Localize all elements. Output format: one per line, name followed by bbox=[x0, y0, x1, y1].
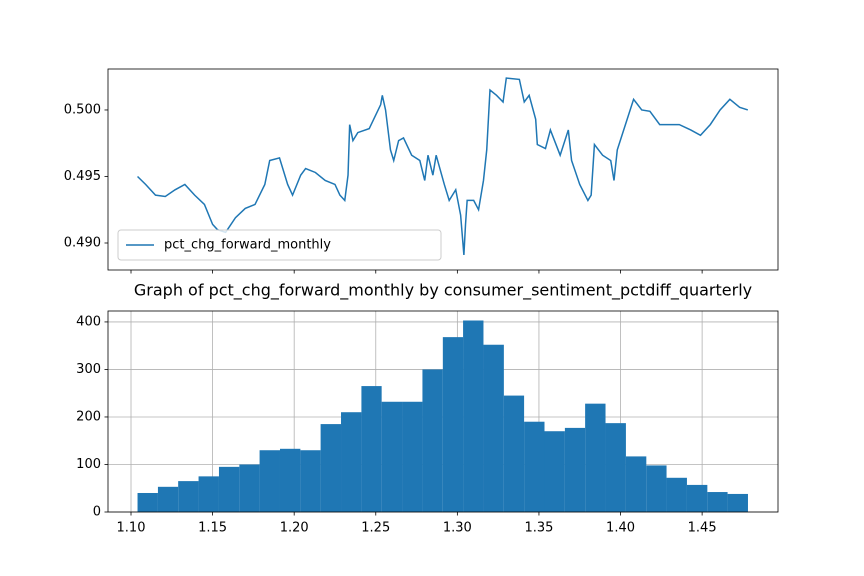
x-tick-label: 1.20 bbox=[280, 521, 309, 536]
bar bbox=[686, 484, 708, 512]
y-tick-label: 0.495 bbox=[64, 169, 101, 184]
x-tick-label: 1.10 bbox=[117, 521, 146, 536]
bar bbox=[463, 320, 484, 512]
y-tick-label: 200 bbox=[76, 409, 101, 424]
axes: 1.10 1.15 1.20 1.25 1.30 1.35 1.40 1.45 0 100 200 3… bbox=[76, 281, 779, 536]
bar bbox=[605, 423, 626, 512]
y-tick-label: 0 bbox=[93, 505, 101, 520]
chart-title: Graph of pct_chg_forward_monthly by cons… bbox=[134, 281, 752, 301]
bar bbox=[137, 492, 158, 512]
bar bbox=[361, 386, 382, 512]
bar bbox=[585, 403, 606, 512]
bar bbox=[259, 450, 280, 512]
bar bbox=[666, 477, 687, 512]
axes-frame bbox=[107, 310, 779, 513]
bar bbox=[381, 401, 403, 512]
bar bbox=[279, 448, 301, 512]
bar bbox=[198, 476, 219, 512]
bar bbox=[625, 456, 647, 512]
bar bbox=[646, 465, 667, 512]
bar bbox=[564, 427, 586, 512]
x-tick-label: 1.15 bbox=[198, 521, 227, 536]
bar bbox=[320, 424, 342, 512]
bar bbox=[157, 486, 179, 512]
x-tick-label: 1.35 bbox=[524, 521, 553, 536]
legend-box bbox=[117, 229, 442, 261]
bar bbox=[239, 464, 260, 512]
x-tick-label: 1.45 bbox=[688, 521, 717, 536]
bar bbox=[707, 492, 728, 512]
line-series bbox=[137, 77, 749, 256]
bar bbox=[402, 401, 423, 512]
y-tick-label: 100 bbox=[76, 457, 101, 472]
bar bbox=[524, 421, 545, 512]
bar bbox=[727, 493, 748, 512]
bar bbox=[544, 431, 565, 512]
bar bbox=[442, 337, 464, 512]
x-tick-label: 1.25 bbox=[361, 521, 390, 536]
bar bbox=[341, 412, 362, 512]
bar bbox=[178, 481, 199, 512]
legend-label: pct_chg_forward_monthly bbox=[164, 238, 331, 253]
y-tick-label: 400 bbox=[76, 314, 101, 329]
y-tick-label: 0.490 bbox=[64, 235, 101, 250]
x-tick-label: 1.40 bbox=[606, 521, 635, 536]
axes: 0.490 0.495 0.500 pct_chg_forward_monthly bbox=[64, 68, 779, 274]
bar bbox=[503, 395, 525, 512]
bar bbox=[300, 450, 321, 512]
bar bbox=[422, 369, 443, 512]
bar bbox=[483, 344, 504, 512]
axes-frame bbox=[107, 68, 779, 271]
bar bbox=[218, 466, 240, 512]
y-tick-label: 0.500 bbox=[64, 102, 101, 117]
x-tick-label: 1.30 bbox=[443, 521, 472, 536]
y-tick-label: 300 bbox=[76, 362, 101, 377]
